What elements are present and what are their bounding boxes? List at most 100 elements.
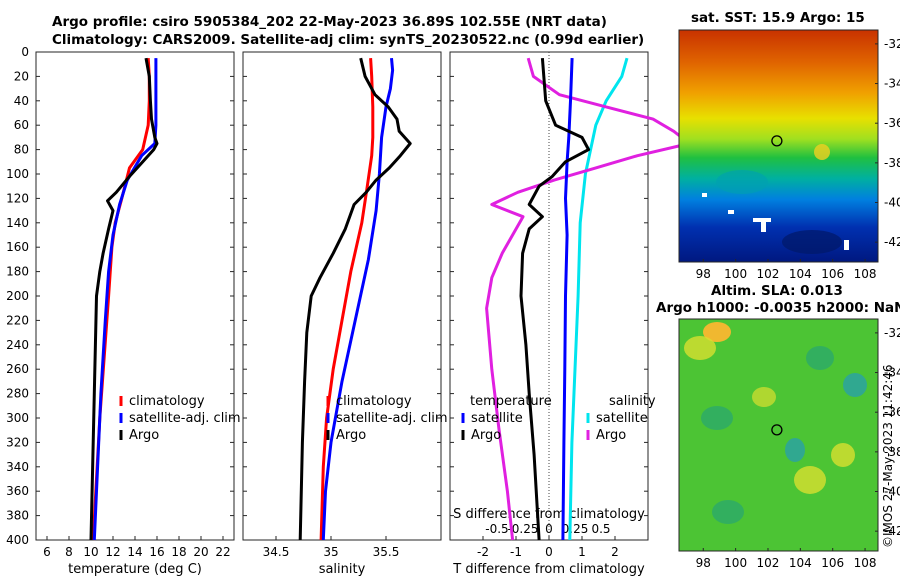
- sst-cold-patch: [782, 230, 842, 254]
- depth-tick-label: 100: [6, 167, 29, 181]
- x-tick-label: 34.5: [263, 545, 290, 559]
- depth-tick-label: 260: [6, 362, 29, 376]
- x-tick-label: 35.5: [373, 545, 400, 559]
- sst-missing-pixels: [702, 193, 707, 197]
- sla-lon-tick-label: 102: [757, 556, 780, 570]
- sla-lat-tick-label: -32: [884, 326, 900, 340]
- sst-map-title: sat. SST: 15.9 Argo: 15: [691, 10, 865, 26]
- x-tick-label: 22: [215, 545, 230, 559]
- x-tick-label: 20: [193, 545, 208, 559]
- sst-missing-pixels: [753, 218, 771, 222]
- sla-lat-tick-label: -34: [884, 366, 900, 380]
- sst-lon-tick-label: 108: [854, 267, 877, 281]
- depth-tick-label: 400: [6, 533, 29, 547]
- sla-lat-tick-label: -36: [884, 405, 900, 419]
- sla-lon-tick-label: 106: [821, 556, 844, 570]
- legend-label: satellite: [471, 411, 523, 426]
- depth-tick-label: 120: [6, 191, 29, 205]
- salinity-argo-line: [298, 57, 412, 541]
- sla-lon-tick-label: 98: [696, 556, 711, 570]
- salinity-axis-label: salinity: [319, 562, 366, 577]
- sst-lon-tick-label: 102: [757, 267, 780, 281]
- sst-missing-pixels: [728, 210, 734, 214]
- sla-high-patch: [794, 466, 826, 494]
- depth-tick-label: 360: [6, 484, 29, 498]
- x-tick-label: 16: [149, 545, 164, 559]
- x-tick-label: 12: [105, 545, 120, 559]
- sst-lat-tick-label: -34: [884, 77, 900, 91]
- legend-label: satellite-adj. clim: [129, 411, 241, 426]
- sst-lon-tick-label: 106: [821, 267, 844, 281]
- salinity-difference-tick-label: 0: [545, 522, 553, 536]
- difference-axis-label: T difference from climatology: [452, 562, 645, 577]
- x-tick-label: 0: [545, 545, 553, 559]
- sst-cool-patch: [716, 170, 768, 194]
- temperature-climatology-line: [91, 58, 151, 541]
- salinity-difference-tick-label: -0.5: [485, 522, 508, 536]
- sla-map-frame: [678, 318, 879, 552]
- salinity-satellite-difference-line: [568, 57, 629, 541]
- sst-warm-patch: [814, 144, 830, 160]
- salinity-difference-tick-label: 0.5: [591, 522, 610, 536]
- x-tick-label: -1: [510, 545, 522, 559]
- sst-lon-tick-label: 100: [724, 267, 747, 281]
- sla-high-patch: [752, 387, 776, 407]
- salinity-satellite-adj-clim-line: [321, 57, 395, 541]
- sst-lat-tick-label: -36: [884, 116, 900, 130]
- legend-label: satellite: [596, 411, 648, 426]
- depth-tick-label: 320: [6, 435, 29, 449]
- sla-lat-tick-label: -42: [884, 524, 900, 538]
- sst-lat-tick-label: -32: [884, 37, 900, 51]
- salinity-difference-tick-label: 0.25: [562, 522, 589, 536]
- x-tick-label: 10: [83, 545, 98, 559]
- figure-title-line2: Climatology: CARS2009. Satellite-adj cli…: [52, 32, 645, 48]
- salinity-difference-axis-label: S difference from climatology: [453, 507, 645, 522]
- legend-title-salinity: salinity: [609, 394, 656, 409]
- sla-low-patch: [701, 406, 733, 430]
- depth-tick-label: 220: [6, 313, 29, 327]
- figure-title-line1: Argo profile: csiro 5905384_202 22-May-2…: [52, 14, 607, 30]
- sla-map-title-line1: Altim. SLA: 0.013: [711, 283, 843, 299]
- depth-tick-label: 180: [6, 265, 29, 279]
- sst-lat-tick-label: -38: [884, 156, 900, 170]
- sla-lon-tick-label: 104: [789, 556, 812, 570]
- sla-low-patch: [712, 500, 744, 524]
- x-tick-label: -2: [477, 545, 489, 559]
- depth-tick-label: 0: [21, 45, 29, 59]
- legend-label: Argo: [336, 428, 366, 443]
- depth-tick-label: 140: [6, 216, 29, 230]
- depth-tick-label: 280: [6, 387, 29, 401]
- x-tick-label: 14: [127, 545, 142, 559]
- sla-map-title-line2: Argo h1000: -0.0035 h2000: NaN: [656, 300, 900, 316]
- sla-high-patch: [831, 443, 855, 467]
- x-tick-label: 8: [65, 545, 73, 559]
- sla-lon-tick-label: 108: [854, 556, 877, 570]
- sla-low-patch: [806, 346, 834, 370]
- sst-lon-tick-label: 98: [696, 267, 711, 281]
- sla-low-patch: [843, 373, 867, 397]
- sst-lat-tick-label: -40: [884, 196, 900, 210]
- sla-lon-tick-label: 100: [724, 556, 747, 570]
- x-tick-label: 35: [323, 545, 338, 559]
- sla-float-position-marker: [771, 424, 783, 436]
- salinity-argo-difference-line: [485, 57, 691, 541]
- depth-tick-label: 340: [6, 460, 29, 474]
- legend-label: Argo: [471, 428, 501, 443]
- sst-lon-tick-label: 104: [789, 267, 812, 281]
- salinity-plot-area: [242, 51, 442, 541]
- legend-label: Argo: [129, 428, 159, 443]
- temperature-axis-label: temperature (deg C): [68, 562, 202, 577]
- depth-tick-label: 240: [6, 338, 29, 352]
- depth-tick-label: 380: [6, 509, 29, 523]
- temperature-plot-area: [35, 51, 235, 541]
- temperature-argo-difference-line: [519, 57, 591, 541]
- depth-tick-label: 80: [14, 143, 29, 157]
- sst-missing-pixels: [761, 222, 766, 232]
- temperature-satellite-difference-line: [561, 58, 574, 541]
- depth-tick-label: 40: [14, 94, 29, 108]
- x-tick-label: 18: [171, 545, 186, 559]
- depth-tick-label: 200: [6, 289, 29, 303]
- salinity-difference-tick-label: -0.25: [507, 522, 538, 536]
- sla-high-patch: [703, 322, 731, 342]
- depth-tick-label: 20: [14, 69, 29, 83]
